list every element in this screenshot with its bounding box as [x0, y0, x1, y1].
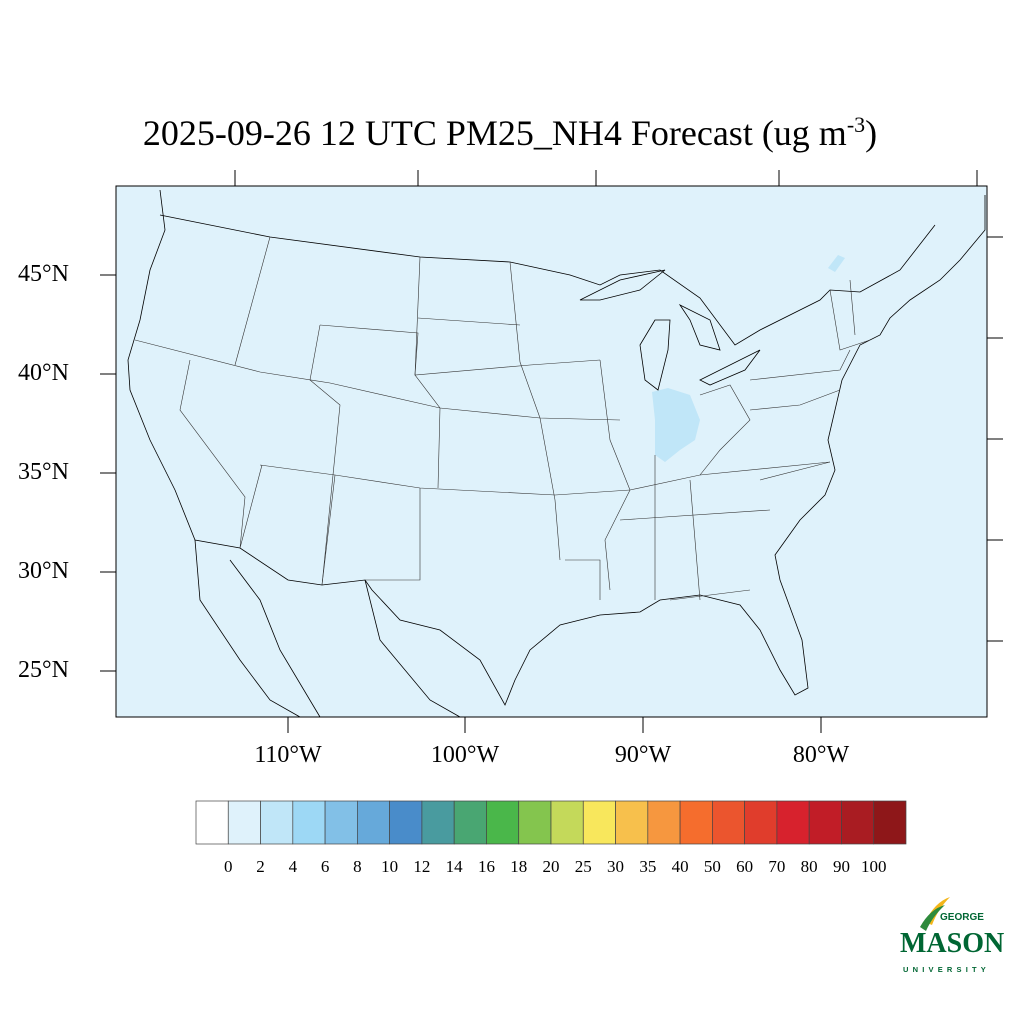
- colorbar-label: 4: [288, 857, 298, 876]
- title-superscript: -3: [846, 112, 866, 137]
- colorbar-label: 20: [542, 857, 560, 876]
- map-frame: [115, 185, 988, 718]
- colorbar-box: [518, 800, 552, 845]
- colorbar-box: [841, 800, 875, 845]
- colorbar-box: [357, 800, 390, 845]
- colorbar-label: 25: [574, 857, 592, 876]
- colorbar-label: 80: [800, 857, 818, 876]
- colorbar-label: 8: [353, 857, 362, 876]
- lat-label-30n: 30°N: [18, 558, 69, 584]
- colorbar-box: [227, 800, 261, 845]
- logo-george: GEORGE: [940, 912, 984, 923]
- axis-ticks: [100, 170, 1003, 733]
- colorbar-box: [873, 800, 907, 845]
- title-text: 2025-09-26 12 UTC PM25_NH4 Forecast (ug …: [142, 113, 847, 153]
- concentration-highlight: [652, 255, 845, 462]
- lat-label-40n: 40°N: [18, 360, 69, 386]
- colorbar-box: [421, 800, 455, 845]
- lat-label-25n: 25°N: [18, 657, 69, 683]
- title-close: ): [865, 113, 878, 153]
- colorbar-label: 14: [445, 857, 463, 876]
- lon-label-110w: 110°W: [254, 742, 322, 768]
- lake-michigan: [639, 319, 671, 391]
- lat-label-35n: 35°N: [18, 459, 69, 485]
- colorbar-label: 18: [510, 857, 528, 876]
- coastlines-and-borders: [127, 189, 986, 718]
- colorbar-label: 2: [256, 857, 265, 876]
- lon-label-80w: 80°W: [792, 742, 850, 768]
- colorbar-box: [744, 800, 778, 845]
- colorbar-label: 16: [477, 857, 495, 876]
- canada-border: [159, 214, 936, 346]
- highlight-northeast: [828, 255, 845, 272]
- lat-label-45n: 45°N: [18, 261, 69, 287]
- lake-superior: [579, 269, 666, 301]
- colorbar-box: [550, 800, 584, 845]
- colorbar-label: 60: [736, 857, 754, 876]
- colorbar-label: 0: [224, 857, 233, 876]
- lon-label-100w: 100°W: [430, 742, 500, 768]
- colorbar-box: [389, 800, 423, 845]
- colorbar: [195, 800, 907, 845]
- gmu-logo: GEORGE MASON UNIVERSITY: [900, 897, 1004, 974]
- colorbar-label: 70: [768, 857, 786, 876]
- colorbar-box: [486, 800, 520, 845]
- colorbar-label: 35: [639, 857, 657, 876]
- colorbar-box: [808, 800, 842, 845]
- colorbar-box: [292, 800, 326, 845]
- logo-mason: MASON: [900, 928, 1004, 959]
- colorbar-box: [324, 800, 358, 845]
- colorbar-box: [260, 800, 294, 845]
- colorbar-box: [679, 800, 713, 845]
- colorbar-box: [776, 800, 810, 845]
- lake-huron: [678, 303, 721, 351]
- colorbar-label: 100: [860, 857, 887, 876]
- chart-title: 2025-09-26 12 UTC PM25_NH4 Forecast (ug …: [0, 112, 1024, 154]
- mexico-coast: [194, 539, 461, 718]
- colorbar-label: 10: [381, 857, 399, 876]
- colorbar-label: 12: [413, 857, 431, 876]
- colorbar-box: [647, 800, 681, 845]
- colorbar-box: [453, 800, 487, 845]
- us-outline: [127, 189, 986, 706]
- colorbar-label: 40: [671, 857, 689, 876]
- highlight-indiana: [652, 388, 700, 462]
- colorbar-label: 50: [703, 857, 721, 876]
- colorbar-label: 6: [320, 857, 330, 876]
- lon-label-90w: 90°W: [614, 742, 672, 768]
- state-borders: [134, 236, 871, 601]
- colorbar-box: [195, 800, 229, 845]
- lake-erie: [699, 349, 761, 386]
- colorbar-label: 30: [607, 857, 625, 876]
- colorbar-label: 90: [832, 857, 850, 876]
- logo-university: UNIVERSITY: [903, 965, 990, 974]
- colorbar-box: [615, 800, 649, 845]
- colorbar-box: [712, 800, 745, 845]
- colorbar-box: [582, 800, 616, 845]
